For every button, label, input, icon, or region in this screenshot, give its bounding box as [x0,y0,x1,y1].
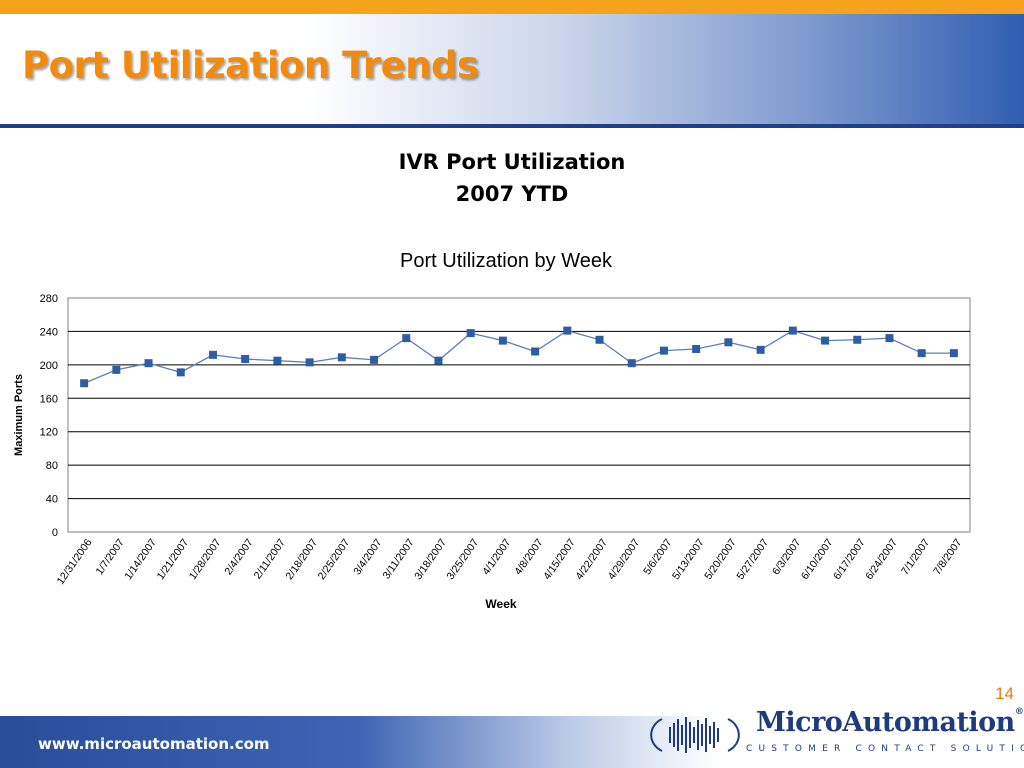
slide-title: Port Utilization Trends [22,44,479,87]
y-tick-label: 280 [40,293,58,305]
line-chart: Port Utilization by Week 0 40 80 120 160 200 2… [13,250,971,611]
y-axis-ticks: 0 40 80 120 160 200 240 280 [40,293,58,539]
x-tick-label: 4/8/2007 [512,537,545,577]
x-tick-label: 12/31/2006 [55,537,95,587]
data-point [80,379,89,388]
x-tick-label: 6/24/2007 [863,537,900,582]
data-point [273,356,282,365]
x-tick-label: 3/11/2007 [381,537,417,582]
chart-title: Port Utilization by Week [400,250,613,272]
top-accent-stripe [0,0,1024,14]
data-point [917,349,926,358]
x-tick-label: 1/7/2007 [94,537,127,577]
data-point [853,335,862,344]
x-tick-label: 2/4/2007 [222,537,255,577]
data-point [692,344,701,353]
data-point [370,355,379,364]
data-point [466,329,475,338]
plot-area [67,297,971,533]
series-markers [80,326,958,388]
x-tick-label: 5/6/2007 [641,537,674,577]
data-point [305,358,314,367]
chart-heading-line1: IVR Port Utilization [398,150,626,174]
data-point [885,334,894,343]
series-line [83,329,954,384]
x-tick-label: 4/29/2007 [606,537,643,582]
x-tick-label: 2/25/2007 [316,537,353,582]
data-point [241,355,250,364]
y-tick-label: 200 [40,360,58,372]
x-tick-label: 7/8/2007 [931,537,964,577]
chart-heading-line2: 2007 YTD [455,182,569,206]
gridlines [68,330,970,500]
y-tick-label: 80 [46,460,58,472]
data-point [498,336,507,345]
x-tick-label: 6/3/2007 [770,537,803,577]
data-point [563,326,572,335]
data-point [531,347,540,356]
x-tick-label: 3/4/2007 [351,537,384,577]
data-point [627,359,636,368]
data-point [724,338,733,347]
microautomation-logo-icon [650,717,740,753]
x-axis-ticks: 12/31/20061/7/20071/14/20071/21/20071/28… [55,537,965,587]
header-band [0,14,1024,124]
data-point [337,353,346,362]
x-tick-label: 5/27/2007 [734,537,771,582]
x-tick-label: 1/28/2007 [187,537,224,582]
data-point [112,365,121,374]
data-point [402,334,411,343]
chart-heading: IVR Port Utilization 2007 YTD [0,146,1024,210]
y-tick-label: 40 [46,494,58,506]
x-tick-label: 7/1/2007 [899,537,932,577]
data-point [208,350,217,359]
header-rule [0,124,1024,128]
x-tick-label: 4/1/2007 [480,537,513,577]
y-axis-label: Maximum Ports [13,374,25,456]
x-tick-label: 3/25/2007 [445,537,482,582]
data-point [434,356,443,365]
data-point [176,368,185,377]
data-point [595,335,604,344]
x-axis-label: Week [485,597,516,611]
x-tick-label: 2/11/2007 [252,537,288,582]
y-tick-label: 120 [40,427,58,439]
data-point [821,336,830,345]
data-point [659,346,668,355]
y-tick-label: 0 [52,527,58,539]
footer-url[interactable]: www.microautomation.com [38,735,270,753]
page-number: 14 [995,684,1014,703]
brand-name: MicroAutomation® [756,707,1024,738]
footer-band [0,716,1024,768]
data-point [144,359,153,368]
y-tick-label: 240 [40,326,58,338]
brand-tagline: CUSTOMER CONTACT SOLUTIONS [746,744,1024,754]
y-tick-label: 160 [40,393,58,405]
data-point [756,345,765,354]
data-point [949,349,958,358]
data-point [788,326,797,335]
